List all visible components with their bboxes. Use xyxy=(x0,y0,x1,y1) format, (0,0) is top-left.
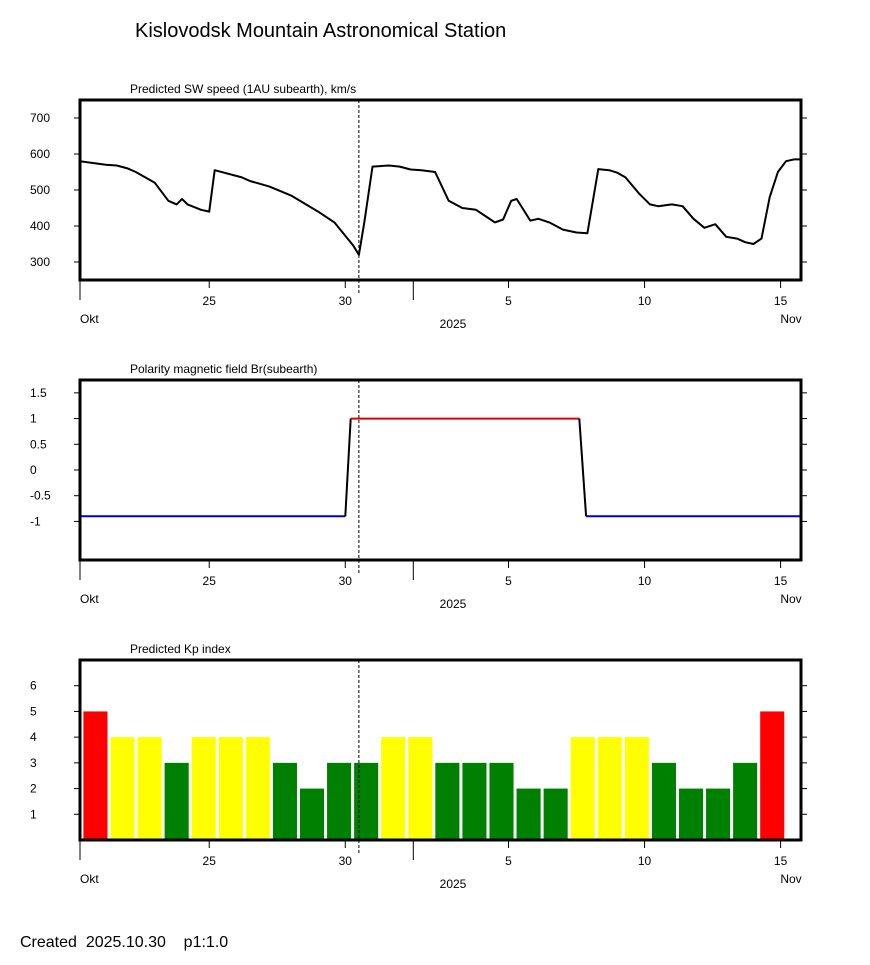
kp-bar xyxy=(760,711,785,840)
y-tick-label: -1 xyxy=(30,514,41,528)
x-tick-label: 10 xyxy=(638,854,652,868)
kp-bar xyxy=(733,762,758,840)
plot-frame xyxy=(78,98,803,282)
page-label: p1:1.0 xyxy=(183,934,229,951)
kp-bar xyxy=(327,762,352,840)
y-tick-label: 300 xyxy=(30,255,50,269)
y-tick-label: 6 xyxy=(30,679,37,693)
kp-bar xyxy=(354,762,379,840)
y-tick-label: 0.5 xyxy=(30,437,47,451)
x-month-label-left: Okt xyxy=(80,312,99,326)
page-title: Kislovodsk Mountain Astronomical Station xyxy=(135,20,507,42)
y-tick-label: 1 xyxy=(30,807,37,821)
kp-bar xyxy=(110,737,135,840)
y-tick-label: 5 xyxy=(30,704,37,718)
kp-bar xyxy=(299,788,325,840)
kp-bar xyxy=(624,737,649,840)
created-label: Created xyxy=(20,934,77,951)
kp-bar xyxy=(245,737,270,840)
created-date: 2025.10.30 xyxy=(85,934,166,951)
x-tick-label: 25 xyxy=(203,854,217,868)
y-tick-label: 3 xyxy=(30,756,37,770)
x-tick-label: 15 xyxy=(774,854,788,868)
kp-bar xyxy=(570,737,595,840)
y-tick-label: 4 xyxy=(30,730,37,744)
y-tick-label: 600 xyxy=(30,147,50,161)
kp-bar xyxy=(543,788,568,840)
kp-bar xyxy=(462,762,487,840)
series-line-transition-down xyxy=(578,418,588,517)
y-tick-label: 0 xyxy=(30,463,37,477)
footer: Created 2025.10.30 p1:1.0 xyxy=(20,934,228,952)
y-tick-label: 700 xyxy=(30,111,50,125)
kp-bar xyxy=(651,762,676,840)
x-tick-label: 30 xyxy=(339,294,353,308)
x-tick-label: 30 xyxy=(339,574,353,588)
x-tick-label: 30 xyxy=(339,854,353,868)
kp-bar xyxy=(164,762,189,840)
kp-bar xyxy=(706,788,731,840)
kp-bar xyxy=(597,737,622,840)
kp-bar xyxy=(678,788,704,840)
y-tick-label: 2 xyxy=(30,782,37,796)
kp-bar xyxy=(83,711,108,840)
x-tick-label: 5 xyxy=(505,574,512,588)
x-tick-label: 25 xyxy=(203,294,217,308)
panel-title: Predicted Kp index xyxy=(130,642,231,656)
series-line-transition-up xyxy=(344,418,352,517)
x-tick-label: 10 xyxy=(638,294,652,308)
y-tick-label: -0.5 xyxy=(30,489,51,503)
y-tick-label: 1.5 xyxy=(30,386,47,400)
x-tick-label: 5 xyxy=(505,854,512,868)
x-year-label: 2025 xyxy=(440,317,467,331)
x-month-label-right: Nov xyxy=(780,592,801,606)
kp-bar xyxy=(272,762,297,840)
x-tick-label: 25 xyxy=(203,574,217,588)
kp-bar xyxy=(191,737,216,840)
kp-bar xyxy=(408,737,433,840)
x-year-label: 2025 xyxy=(440,877,467,891)
x-month-label-left: Okt xyxy=(80,872,99,886)
series-line-SW speed xyxy=(79,158,801,256)
kp-bar xyxy=(435,762,460,840)
x-tick-label: 15 xyxy=(774,294,788,308)
kp-bar xyxy=(137,737,162,840)
x-month-label-left: Okt xyxy=(80,592,99,606)
x-tick-label: 15 xyxy=(774,574,788,588)
x-year-label: 2025 xyxy=(440,597,467,611)
x-month-label-right: Nov xyxy=(780,312,801,326)
panel-title: Predicted SW speed (1AU subearth), km/s xyxy=(130,82,356,96)
panel-title: Polarity magnetic field Br(subearth) xyxy=(130,362,317,376)
plot-frame xyxy=(78,658,803,842)
kp-bar xyxy=(218,737,243,840)
kp-bar xyxy=(516,788,541,840)
kp-bar xyxy=(381,737,406,840)
y-tick-label: 1 xyxy=(30,412,37,426)
kp-bar xyxy=(489,762,514,840)
x-tick-label: 10 xyxy=(638,574,652,588)
y-tick-label: 500 xyxy=(30,183,50,197)
x-tick-label: 5 xyxy=(505,294,512,308)
y-tick-label: 400 xyxy=(30,219,50,233)
x-month-label-right: Nov xyxy=(780,872,801,886)
plot-frame xyxy=(78,378,803,562)
